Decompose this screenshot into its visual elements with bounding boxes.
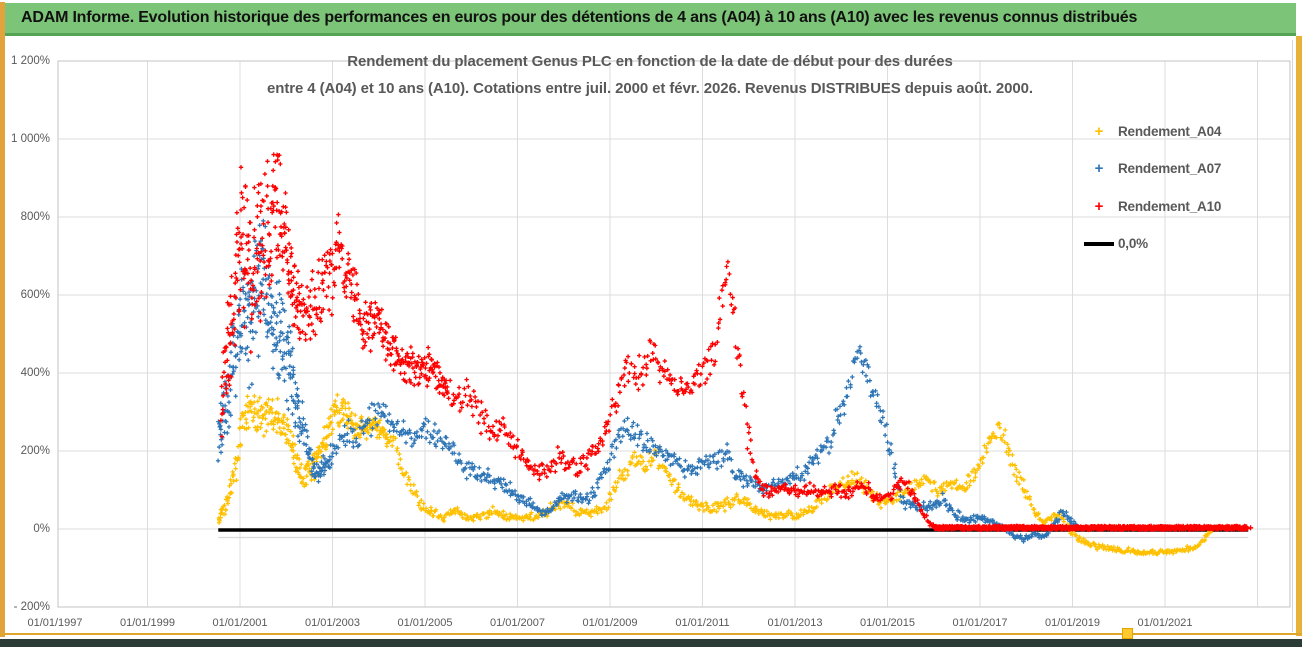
- x-tick-label: 01/01/2005: [397, 617, 453, 629]
- x-tick-label: 01/01/2013: [767, 617, 823, 629]
- legend-line-marker-icon: [1084, 241, 1114, 246]
- x-tick-label: 01/01/2003: [304, 617, 361, 629]
- legend-label: Rendement_A07: [1118, 161, 1222, 176]
- x-tick-label: 01/01/2021: [1137, 617, 1193, 629]
- legend-label: Rendement_A04: [1118, 123, 1222, 139]
- chart-title-line1: Rendement du placement Genus PLC en fonc…: [347, 53, 953, 70]
- chart-right-border: [1292, 40, 1293, 632]
- legend-plus-marker-icon: +: [1094, 160, 1104, 177]
- x-tick-label: 01/01/2019: [1044, 617, 1101, 629]
- series-rendement_a10: [218, 152, 1254, 533]
- chart-title: Rendement du placement Genus PLC en fonc…: [170, 48, 1130, 102]
- chart-legend: + Rendement_A04 + Rendement_A07 + Rendement_A…: [1084, 118, 1284, 268]
- x-tick-label: 01/01/2017: [952, 617, 1008, 629]
- y-tick-label: - 200%: [13, 601, 50, 613]
- x-tick-label: 01/01/2011: [675, 617, 730, 629]
- legend-plus-marker-icon: +: [1094, 122, 1104, 140]
- bottom-bar: [0, 639, 1302, 647]
- x-tick-label: 01/01/2015: [859, 617, 916, 629]
- page-header: ADAM Informe. Evolution historique des p…: [5, 3, 1296, 36]
- plot-border: [57, 60, 1291, 608]
- selection-bottom-line: [0, 633, 1302, 635]
- x-tick-label: 01/01/2001: [212, 617, 268, 629]
- y-tick-label: 600%: [20, 289, 50, 301]
- legend-item: + Rendement_A04: [1084, 118, 1284, 144]
- right-accent-stripe: [1296, 36, 1302, 636]
- chart-title-line2: entre 4 (A04) et 10 ans (A10). Cotations…: [267, 80, 1033, 97]
- series-rendement_a07: [215, 218, 1079, 544]
- legend-item: + Rendement_A07: [1084, 156, 1284, 182]
- legend-label: Rendement_A10: [1118, 198, 1222, 214]
- page-title: ADAM Informe. Evolution historique des p…: [21, 9, 1138, 26]
- y-tick-label: 1 200%: [10, 55, 50, 67]
- legend-item: + Rendement_A10: [1084, 193, 1284, 219]
- x-tick-label: 01/01/2009: [582, 617, 638, 629]
- legend-label: 0,0%: [1118, 236, 1148, 251]
- selection-handle[interactable]: [1122, 628, 1133, 639]
- left-accent-stripe: [0, 2, 5, 637]
- x-tick-label: 01/01/1997: [27, 617, 83, 629]
- y-tick-label: 1 000%: [10, 133, 50, 145]
- x-tick-label: 01/01/2007: [489, 617, 546, 629]
- y-tick-label: 0%: [33, 523, 50, 535]
- y-tick-label: 200%: [20, 445, 50, 457]
- y-tick-label: 800%: [20, 211, 50, 223]
- y-tick-label: 400%: [20, 367, 50, 379]
- x-tick-label: 01/01/1999: [119, 617, 176, 629]
- legend-plus-marker-icon: +: [1094, 197, 1104, 215]
- legend-item: 0,0%: [1084, 231, 1284, 257]
